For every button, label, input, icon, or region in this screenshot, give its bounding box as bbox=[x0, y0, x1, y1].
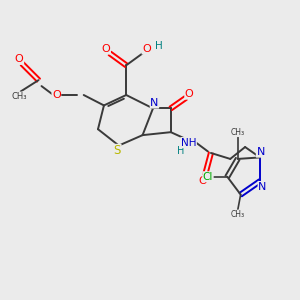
Text: CH₃: CH₃ bbox=[231, 210, 245, 219]
Text: N: N bbox=[256, 147, 265, 157]
Text: O: O bbox=[15, 54, 24, 64]
Text: N: N bbox=[258, 182, 266, 192]
Text: Cl: Cl bbox=[203, 172, 213, 182]
Text: O: O bbox=[185, 89, 194, 99]
Text: H: H bbox=[155, 41, 163, 51]
Text: S: S bbox=[114, 144, 121, 158]
Text: N: N bbox=[150, 98, 159, 108]
Text: H: H bbox=[177, 146, 184, 157]
Text: O: O bbox=[198, 176, 207, 186]
Text: NH: NH bbox=[181, 138, 197, 148]
Text: CH₃: CH₃ bbox=[231, 128, 245, 137]
Text: O: O bbox=[142, 44, 151, 54]
Text: CH₃: CH₃ bbox=[11, 92, 27, 101]
Text: O: O bbox=[52, 90, 61, 100]
Text: O: O bbox=[102, 44, 110, 54]
